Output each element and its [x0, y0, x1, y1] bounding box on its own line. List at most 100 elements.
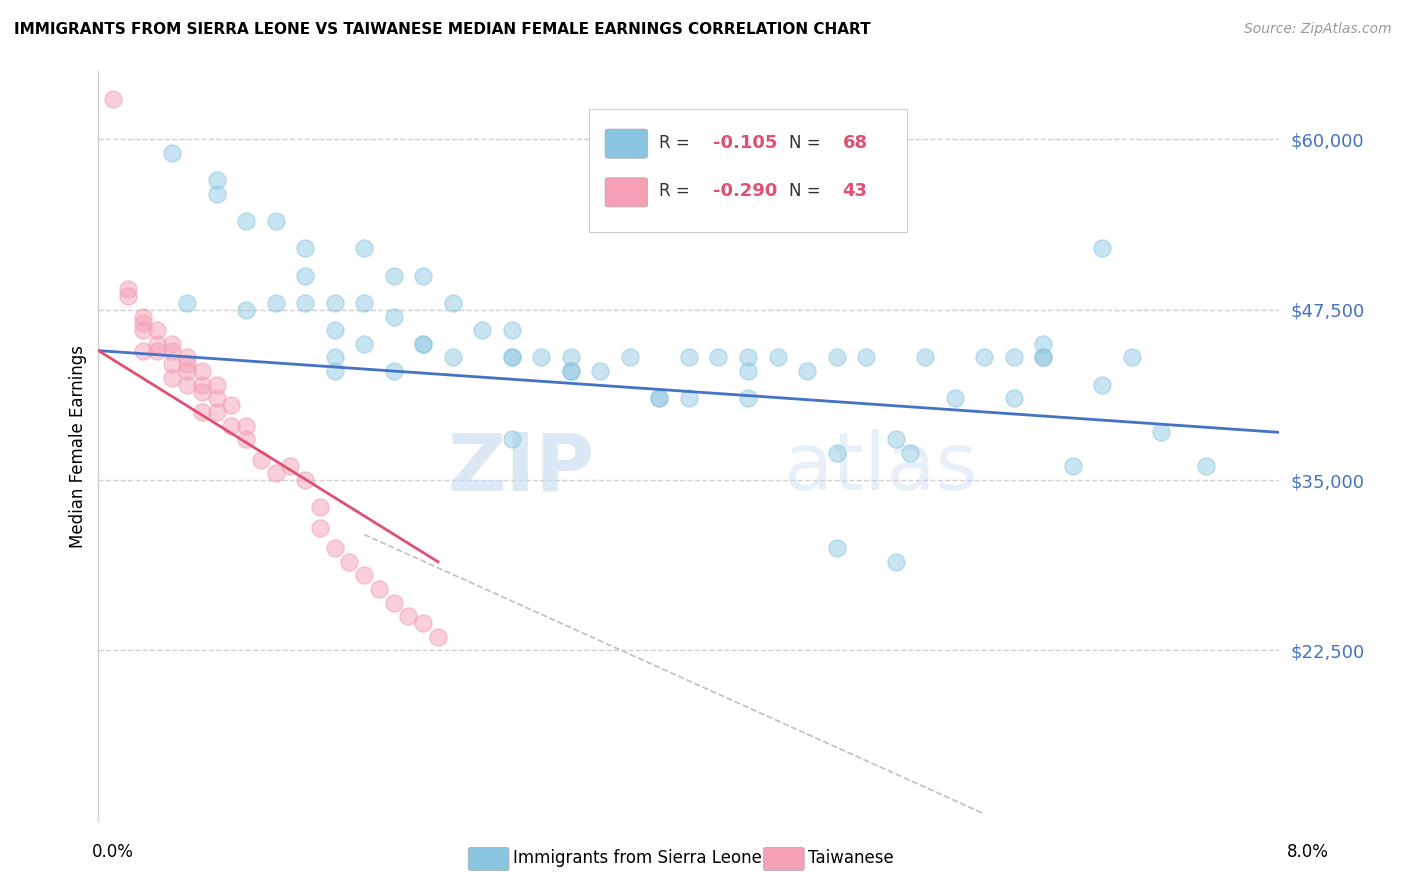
Point [176, 296, 198, 310]
Point [441, 296, 464, 310]
Point [294, 268, 316, 283]
Point [914, 351, 936, 365]
Point [132, 323, 155, 337]
Point [973, 351, 995, 365]
Point [294, 296, 316, 310]
Point [707, 351, 730, 365]
Point [884, 555, 907, 569]
Point [560, 364, 582, 378]
Point [560, 364, 582, 378]
Point [589, 364, 612, 378]
Text: ZIP: ZIP [447, 429, 595, 508]
Point [412, 268, 434, 283]
Point [162, 371, 183, 385]
Point [825, 541, 848, 556]
Point [146, 336, 169, 351]
Point [146, 343, 169, 358]
Point [560, 351, 582, 365]
Point [1195, 459, 1218, 474]
Point [619, 351, 641, 365]
Point [412, 336, 434, 351]
Point [501, 323, 523, 337]
Point [162, 343, 183, 358]
FancyBboxPatch shape [589, 109, 907, 233]
Point [323, 323, 346, 337]
Point [353, 336, 375, 351]
Point [191, 405, 214, 419]
Point [323, 351, 346, 365]
Point [117, 289, 139, 303]
Point [737, 351, 759, 365]
Point [1121, 351, 1143, 365]
Point [264, 214, 287, 228]
Point [235, 432, 257, 446]
Point [132, 310, 155, 324]
Point [501, 351, 523, 365]
Point [146, 323, 169, 337]
Point [412, 336, 434, 351]
Text: Source: ZipAtlas.com: Source: ZipAtlas.com [1244, 22, 1392, 37]
Point [1002, 351, 1025, 365]
Point [162, 146, 183, 161]
Point [766, 351, 789, 365]
Text: Immigrants from Sierra Leone: Immigrants from Sierra Leone [513, 849, 762, 867]
Point [678, 351, 700, 365]
Point [264, 296, 287, 310]
Text: -0.105: -0.105 [713, 134, 778, 152]
Point [501, 351, 523, 365]
Point [221, 418, 243, 433]
Point [132, 317, 155, 331]
Point [530, 351, 553, 365]
Point [412, 616, 434, 631]
Point [235, 214, 257, 228]
Point [176, 364, 198, 378]
Point [117, 282, 139, 296]
Point [191, 384, 214, 399]
Text: 43: 43 [842, 182, 868, 200]
Point [441, 351, 464, 365]
Point [132, 343, 155, 358]
Point [737, 392, 759, 406]
Point [176, 377, 198, 392]
Point [323, 364, 346, 378]
Point [205, 392, 228, 406]
Point [382, 364, 405, 378]
Point [162, 336, 183, 351]
Point [900, 446, 922, 460]
Point [501, 432, 523, 446]
Point [205, 186, 228, 201]
Point [103, 92, 125, 106]
Point [280, 459, 302, 474]
Point [648, 392, 671, 406]
Point [1032, 336, 1054, 351]
Point [323, 296, 346, 310]
Point [796, 364, 818, 378]
Point [323, 541, 346, 556]
Point [1032, 351, 1054, 365]
Point [1002, 392, 1025, 406]
Point [1062, 459, 1084, 474]
Point [427, 630, 450, 644]
Point [309, 500, 332, 515]
FancyBboxPatch shape [605, 178, 648, 207]
Text: Taiwanese: Taiwanese [808, 849, 894, 867]
Point [250, 452, 273, 467]
Point [353, 568, 375, 582]
Point [1091, 377, 1114, 392]
Point [382, 268, 405, 283]
Point [825, 351, 848, 365]
Point [737, 364, 759, 378]
Point [368, 582, 391, 596]
Point [162, 357, 183, 371]
Point [294, 242, 316, 256]
Point [309, 521, 332, 535]
Text: R =: R = [659, 134, 696, 152]
Point [176, 357, 198, 371]
Text: 0.0%: 0.0% [91, 843, 134, 861]
Point [884, 432, 907, 446]
Point [235, 302, 257, 317]
Text: 68: 68 [842, 134, 868, 152]
Point [678, 392, 700, 406]
Point [398, 609, 420, 624]
Point [205, 173, 228, 187]
